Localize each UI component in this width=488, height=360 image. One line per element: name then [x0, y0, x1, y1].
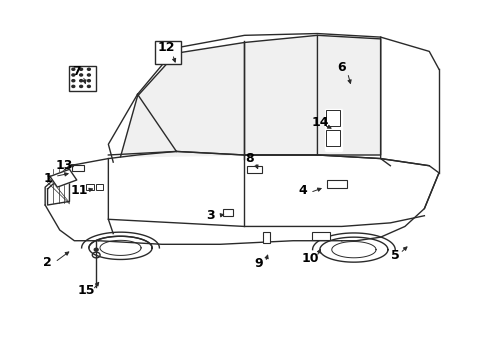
- Bar: [69, 66, 96, 91]
- Circle shape: [80, 74, 82, 76]
- Text: 6: 6: [337, 61, 346, 74]
- Circle shape: [87, 80, 90, 82]
- Text: 5: 5: [390, 248, 399, 261]
- Text: 12: 12: [158, 41, 175, 54]
- Text: 9: 9: [254, 257, 263, 270]
- Circle shape: [94, 248, 98, 251]
- Circle shape: [72, 68, 75, 70]
- Circle shape: [72, 85, 75, 87]
- Text: 15: 15: [78, 284, 95, 297]
- Text: 8: 8: [244, 152, 253, 165]
- Bar: [311, 232, 329, 240]
- Circle shape: [72, 74, 75, 76]
- Bar: [325, 111, 339, 126]
- Circle shape: [80, 68, 82, 70]
- Text: 3: 3: [206, 209, 214, 222]
- Polygon shape: [244, 35, 317, 155]
- Polygon shape: [324, 109, 341, 152]
- Circle shape: [87, 68, 90, 70]
- Text: 4: 4: [298, 184, 306, 197]
- Bar: [325, 130, 339, 146]
- Text: 10: 10: [301, 252, 318, 265]
- Bar: [263, 232, 269, 243]
- Polygon shape: [47, 169, 69, 205]
- Text: 14: 14: [310, 116, 328, 129]
- Circle shape: [72, 80, 75, 82]
- Bar: [154, 41, 181, 64]
- Circle shape: [87, 74, 90, 76]
- Bar: [246, 166, 261, 173]
- Bar: [86, 184, 94, 190]
- Text: 2: 2: [43, 256, 52, 269]
- Polygon shape: [120, 42, 244, 157]
- Bar: [72, 165, 84, 171]
- Text: 13: 13: [56, 159, 73, 172]
- Text: 7: 7: [72, 64, 81, 77]
- Polygon shape: [50, 169, 77, 187]
- Bar: [96, 184, 103, 190]
- Circle shape: [87, 85, 90, 87]
- Bar: [222, 208, 233, 216]
- Circle shape: [80, 85, 82, 87]
- Bar: [326, 180, 346, 188]
- Text: 11: 11: [70, 184, 88, 197]
- Polygon shape: [317, 35, 380, 155]
- Circle shape: [80, 80, 82, 82]
- Text: 1: 1: [43, 172, 52, 185]
